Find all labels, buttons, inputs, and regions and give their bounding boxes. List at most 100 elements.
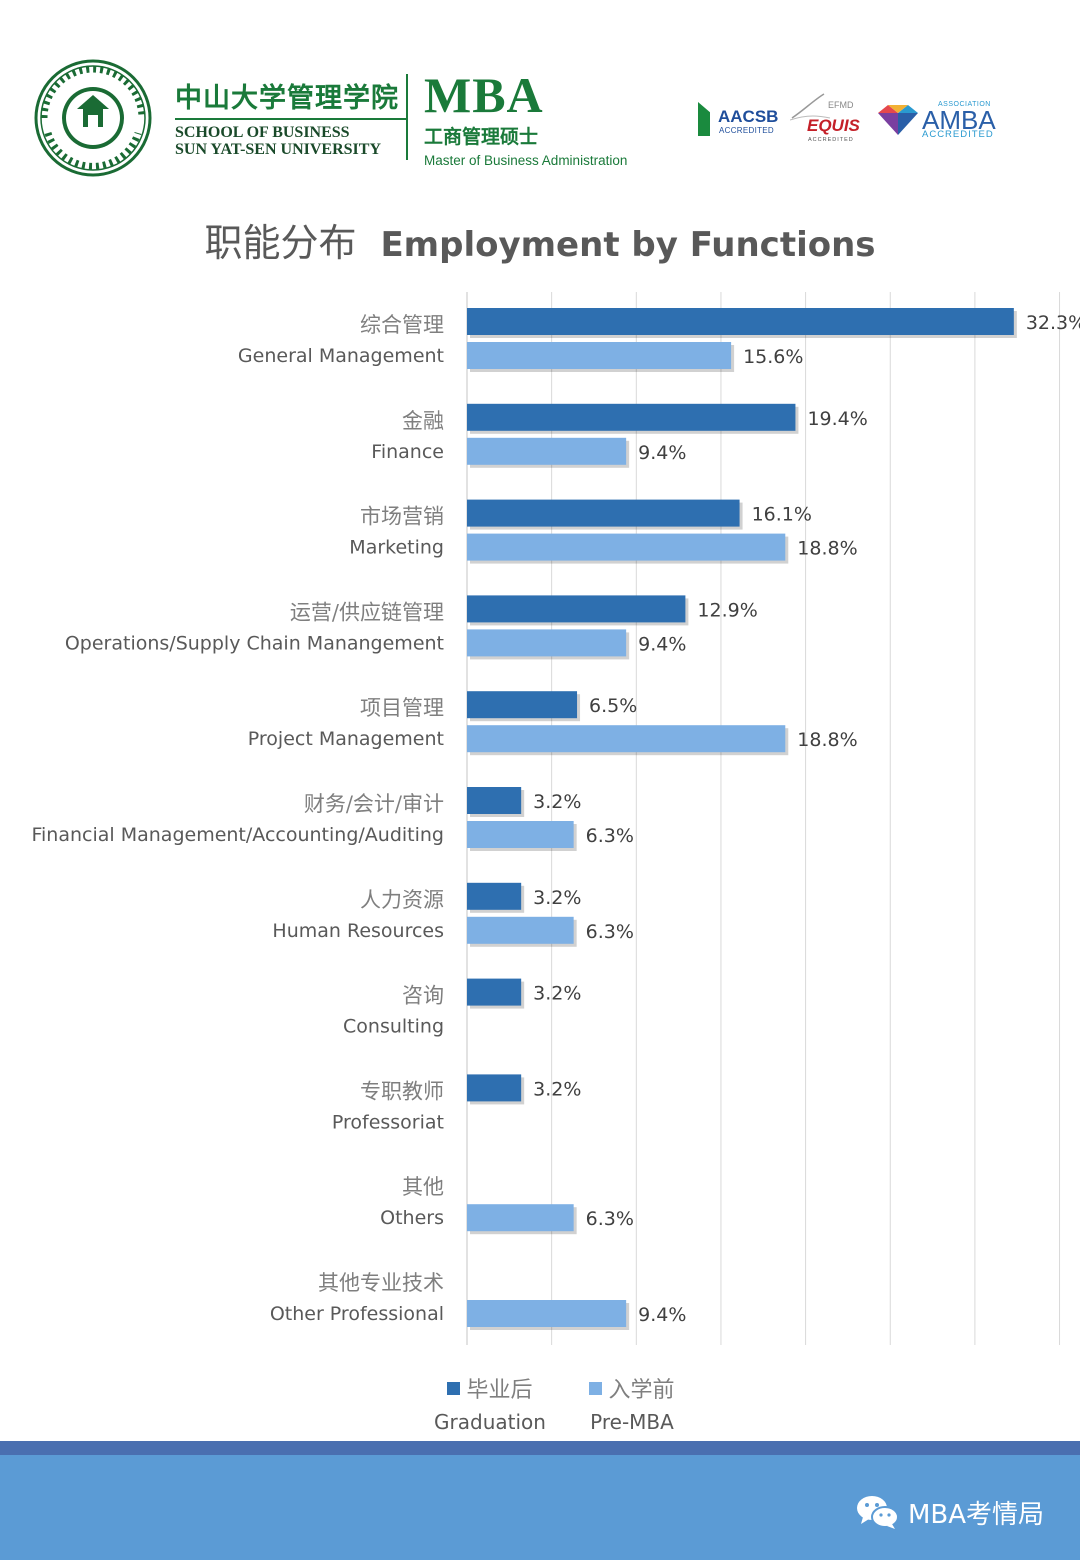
bar-graduation — [467, 403, 796, 431]
legend-label-graduation-cn: 毕业后 — [466, 1378, 533, 1403]
bar-pre-mba — [467, 725, 786, 753]
bar-graduation — [467, 978, 522, 1006]
legend-label-pre-mba-cn: 入学前 — [608, 1378, 675, 1403]
bar-pre-mba — [467, 1204, 574, 1232]
equis-efmd-text: EFMD — [828, 100, 854, 110]
bar-graduation — [467, 595, 686, 623]
category-label-cn: 专职教师 — [360, 1079, 444, 1103]
category-label-cn: 综合管理 — [360, 313, 444, 337]
footer-divider — [0, 1441, 1080, 1455]
chart-title-cn: 职能分布 — [204, 221, 357, 265]
school-name-en-line2: SUN YAT-SEN UNIVERSITY — [175, 141, 381, 158]
bar-pre-mba — [467, 533, 786, 561]
aacsb-text: AACSB — [718, 107, 779, 126]
category-label-en: Others — [380, 1207, 444, 1229]
amba-text: AMBA — [922, 105, 996, 135]
legend-swatch-pre-mba — [589, 1381, 603, 1395]
data-label-pre-mba: 6.3% — [586, 921, 634, 943]
category-label-en: Professoriat — [332, 1111, 444, 1133]
bar-graduation — [467, 1074, 522, 1102]
school-name-en: SCHOOL OF BUSINESS SUN YAT-SEN UNIVERSIT… — [175, 118, 407, 158]
legend-item-pre-mba: 入学前 Pre-MBA — [562, 1372, 702, 1434]
category-label-en: Human Resources — [272, 920, 444, 942]
school-name-en-line1: SCHOOL OF BUSINESS — [175, 124, 350, 141]
mba-program-block: MBA 工商管理硕士 Master of Business Administra… — [424, 70, 664, 168]
bar-pre-mba — [467, 1300, 627, 1327]
data-label-pre-mba: 9.4% — [638, 633, 686, 655]
data-label-graduation: 32.3% — [1026, 312, 1080, 334]
category-label-cn: 运营/供应链管理 — [290, 600, 444, 624]
watermark-text: MBA考情局 — [907, 1499, 1044, 1530]
aacsb-mark-icon — [698, 102, 710, 136]
chart-title-en: Employment by Functions — [380, 225, 876, 265]
category-label-en: Finance — [371, 441, 444, 463]
bar-pre-mba — [467, 437, 627, 465]
category-label-cn: 咨询 — [402, 984, 444, 1008]
footer-band — [0, 1455, 1080, 1560]
bar-graduation — [467, 308, 1014, 335]
chart-title: 职能分布 Employment by Functions — [0, 212, 1080, 267]
category-label-cn: 金融 — [402, 409, 444, 433]
bar-pre-mba — [467, 916, 574, 944]
data-label-graduation: 19.4% — [807, 408, 867, 430]
legend-label-graduation-en: Graduation — [434, 1410, 546, 1434]
bar-pre-mba — [467, 342, 732, 369]
category-label-en: Other Professional — [270, 1303, 444, 1325]
equis-swoosh-icon — [790, 93, 831, 121]
mba-title-cn: 工商管理硕士 — [424, 126, 539, 148]
bar-pre-mba — [467, 821, 574, 848]
category-label-cn: 项目管理 — [360, 696, 444, 720]
category-label-en: General Management — [238, 345, 444, 367]
data-label-graduation: 16.1% — [752, 504, 812, 526]
bar-graduation — [467, 882, 522, 910]
category-label-en: Project Management — [248, 728, 444, 750]
legend-swatch-graduation — [447, 1381, 461, 1395]
category-label-cn: 其他专业技术 — [318, 1271, 444, 1295]
wechat-icon — [856, 1496, 899, 1529]
data-label-pre-mba: 15.6% — [743, 346, 803, 368]
data-label-pre-mba: 18.8% — [797, 729, 857, 751]
mba-title-en: Master of Business Administration — [424, 153, 628, 168]
data-label-graduation: 6.5% — [589, 695, 637, 717]
university-seal-logo — [34, 59, 152, 177]
legend-label-pre-mba-en: Pre-MBA — [590, 1410, 674, 1434]
amba-subtext: ACCREDITED — [922, 129, 994, 140]
category-label-cn: 财务/会计/审计 — [304, 792, 444, 816]
legend-item-graduation: 毕业后 Graduation — [410, 1372, 570, 1434]
school-name-block: 中山大学管理学院 SCHOOL OF BUSINESS SUN YAT-SEN … — [175, 76, 407, 158]
data-label-graduation: 3.2% — [533, 1078, 581, 1100]
header-divider — [406, 74, 408, 160]
data-label-graduation: 3.2% — [533, 983, 581, 1005]
category-label-en: Financial Management/Accounting/Auditing — [31, 824, 444, 846]
equis-text: EQUIS — [807, 116, 860, 135]
data-label-pre-mba: 6.3% — [586, 825, 634, 847]
amba-gem-icon — [878, 105, 918, 135]
bar-graduation — [467, 787, 522, 814]
bar-pre-mba — [467, 629, 627, 657]
school-name-cn: 中山大学管理学院 — [175, 83, 399, 114]
amba-accreditation-logo: ASSOCIATION AMBA ACCREDITED — [876, 100, 996, 140]
data-label-graduation: 3.2% — [533, 887, 581, 909]
category-label-en: Consulting — [343, 1016, 444, 1038]
aacsb-accreditation-logo: AACSB ACCREDITED — [698, 102, 780, 138]
data-label-pre-mba: 9.4% — [638, 442, 686, 464]
data-label-pre-mba: 6.3% — [586, 1208, 634, 1230]
amba-association-text: ASSOCIATION — [938, 101, 991, 108]
category-label-cn: 其他 — [402, 1175, 444, 1199]
data-label-pre-mba: 18.8% — [797, 538, 857, 560]
category-label-cn: 市场营销 — [360, 505, 444, 529]
chart-legend: 毕业后 Graduation 入学前 Pre-MBA — [0, 1372, 1080, 1438]
data-label-pre-mba: 9.4% — [638, 1304, 686, 1326]
equis-accreditation-logo: EFMD EQUIS ACCREDITED — [790, 92, 860, 148]
watermark: MBA考情局 — [856, 1492, 1044, 1532]
category-label-cn: 人力资源 — [360, 888, 444, 912]
data-label-graduation: 3.2% — [533, 791, 581, 813]
mba-title: MBA — [424, 67, 544, 123]
category-label-en: Marketing — [349, 537, 444, 559]
aacsb-subtext: ACCREDITED — [719, 126, 775, 135]
bar-graduation — [467, 691, 578, 719]
bar-graduation — [467, 499, 740, 527]
category-label-en: Operations/Supply Chain Manangement — [65, 632, 444, 654]
equis-subtext: ACCREDITED — [808, 137, 854, 143]
